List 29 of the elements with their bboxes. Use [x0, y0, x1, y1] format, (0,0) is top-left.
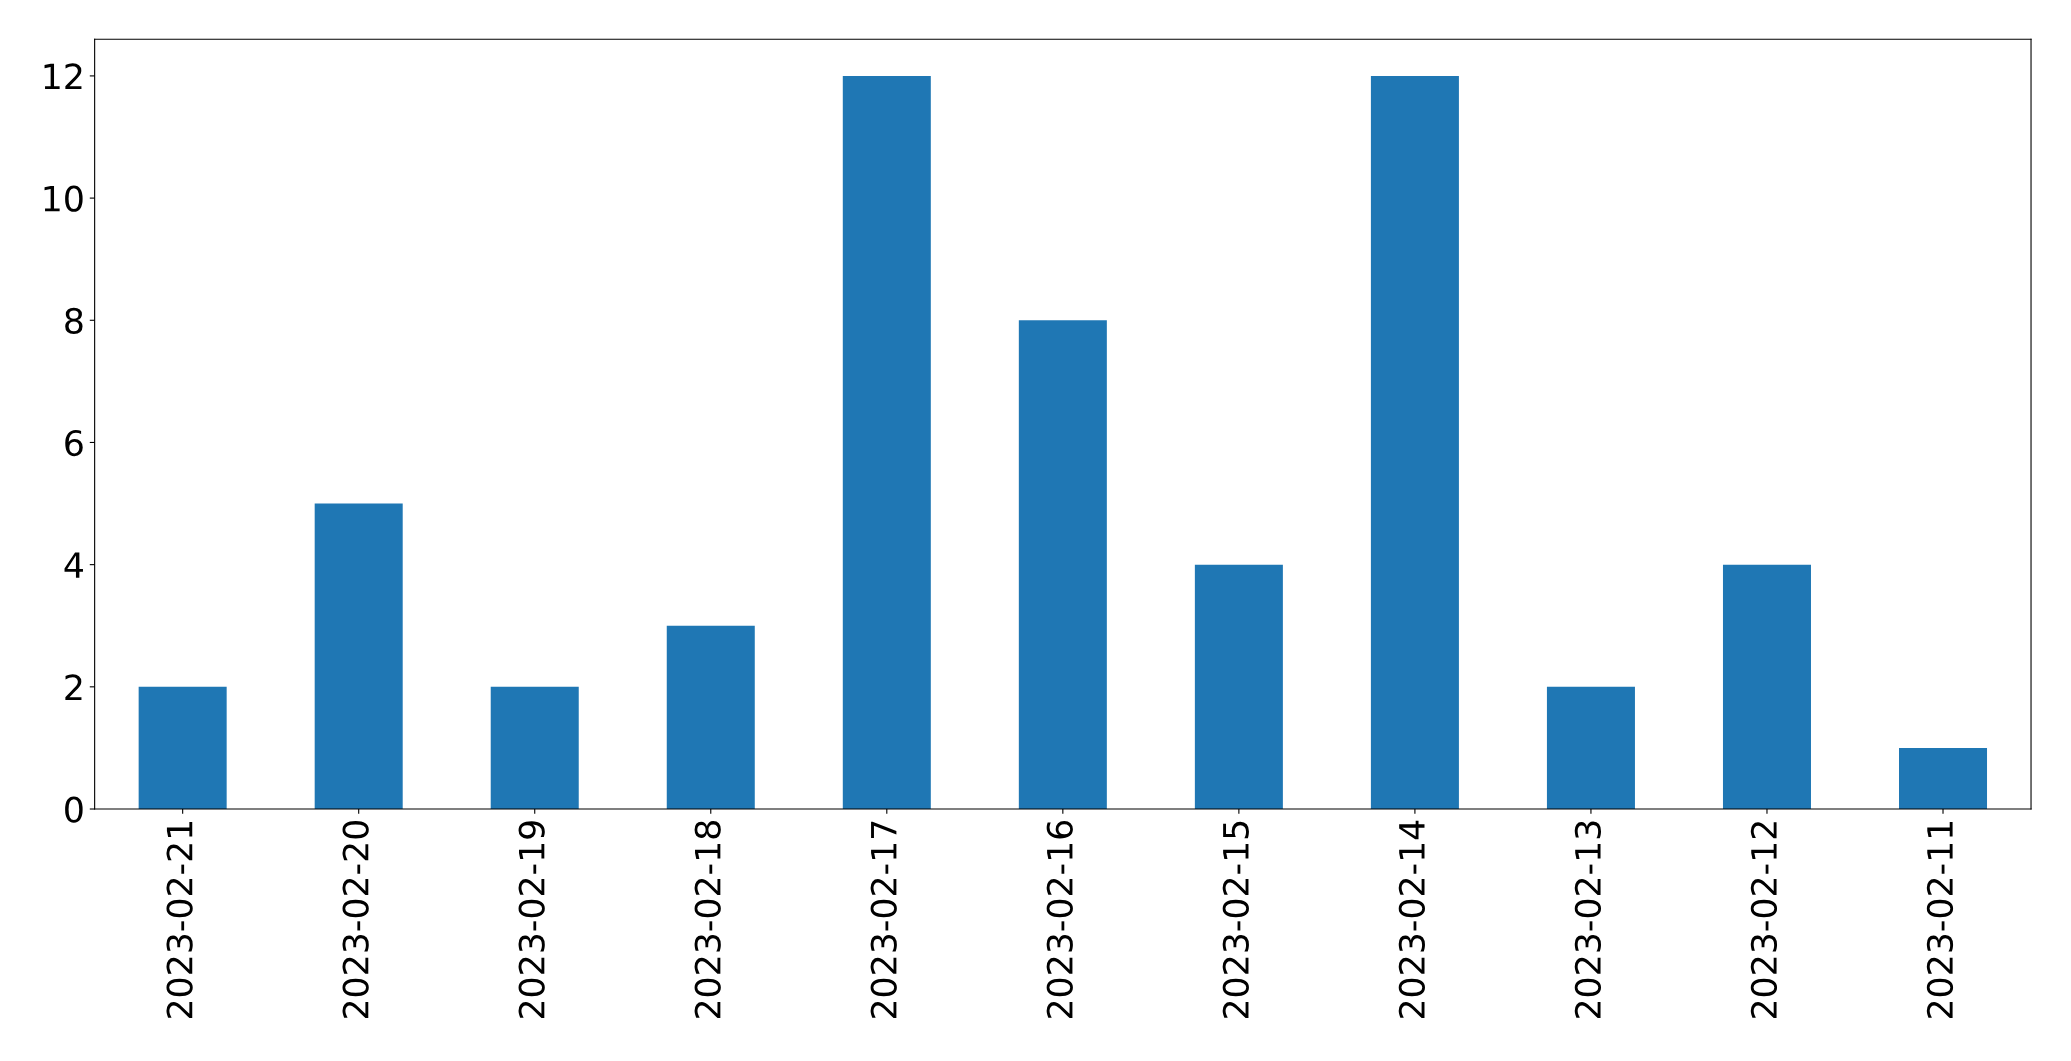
- x-tick-label: 2023-02-18: [694, 821, 721, 1018]
- bar: [666, 625, 755, 810]
- y-tick-label: 6: [65, 429, 83, 457]
- bar: [1899, 747, 1988, 810]
- y-tick-label: 4: [64, 552, 83, 578]
- bar: [490, 686, 579, 810]
- x-tick-label: 2023-02-12: [1750, 822, 1778, 1018]
- bar: [1194, 564, 1283, 810]
- bar: [138, 686, 227, 810]
- y-tick-label: 12: [44, 63, 82, 90]
- x-tick-label: 2023-02-13: [1574, 821, 1602, 1018]
- bar: [1370, 75, 1459, 810]
- bar: [314, 503, 403, 810]
- x-tick-label: 2023-02-21: [166, 821, 193, 1018]
- x-tick-label: 2023-02-14: [1398, 820, 1425, 1018]
- y-tick-label: 8: [65, 307, 83, 334]
- y-tick-label: 10: [44, 185, 83, 212]
- y-tick-label: 2: [65, 674, 82, 701]
- bar: [1722, 564, 1811, 810]
- x-tick-label: 2023-02-11: [1926, 821, 1954, 1018]
- x-tick-label: 2023-02-19: [518, 821, 545, 1018]
- x-tick-label: 2023-02-16: [1046, 820, 1073, 1018]
- bar: [1018, 320, 1107, 810]
- x-tick-label: 2023-02-20: [342, 821, 369, 1018]
- x-tick-label: 2023-02-17: [870, 821, 897, 1018]
- bar: [1546, 686, 1635, 810]
- y-tick-label: 0: [65, 796, 83, 823]
- x-tick-label: 2023-02-15: [1222, 821, 1249, 1018]
- bar: [842, 75, 931, 810]
